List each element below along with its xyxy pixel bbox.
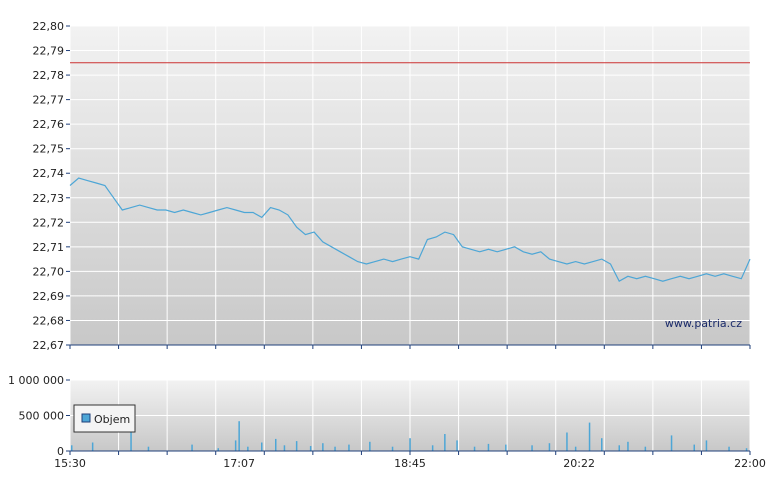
volume-bars	[71, 421, 748, 451]
volume-y-axis: 0 500 000 1 000 000	[8, 374, 70, 458]
volume-y-tick-label: 0	[57, 445, 64, 458]
volume-bar	[531, 445, 533, 451]
volume-bar	[548, 443, 551, 451]
volume-bar	[627, 441, 629, 451]
volume-x-axis: 15:30 17:07 18:45 20:22 22:00	[54, 451, 766, 470]
price-y-tick-label: 22,74	[33, 167, 65, 180]
price-y-tick-label: 22,68	[33, 314, 65, 327]
price-x-ticks	[69, 345, 751, 349]
volume-bar	[238, 421, 240, 451]
price-y-tick-label: 22,70	[33, 265, 65, 278]
price-y-tick-label: 22,75	[33, 143, 65, 156]
watermark: www.patria.cz	[665, 317, 742, 330]
volume-bar	[618, 445, 620, 451]
volume-bar	[322, 443, 324, 451]
price-y-tick-label: 22,79	[33, 45, 65, 58]
price-grid	[69, 25, 751, 346]
volume-bar	[409, 438, 411, 451]
volume-bar	[334, 446, 336, 451]
volume-bar	[566, 432, 568, 451]
volume-x-tick-label: 20:22	[563, 457, 595, 470]
volume-bar	[234, 440, 237, 451]
volume-bar	[275, 438, 277, 451]
volume-bar	[391, 446, 394, 451]
volume-x-tick-label: 18:45	[394, 457, 426, 470]
volume-bar	[574, 446, 577, 451]
volume-bar	[444, 434, 446, 451]
price-series-line	[69, 177, 751, 283]
volume-bar	[309, 446, 312, 451]
price-y-tick-label: 22,72	[33, 216, 65, 229]
price-y-tick-label: 22,78	[33, 69, 65, 82]
price-y-axis: 22,67 22,68 22,69 22,70 22,71 22,72 22,73 22,74…	[33, 20, 70, 352]
volume-bar	[295, 441, 298, 451]
volume-bar	[473, 446, 476, 451]
volume-bar	[431, 445, 434, 451]
volume-y-tick-label: 500 000	[19, 410, 65, 423]
volume-bar	[91, 442, 94, 451]
volume-y-tick-label: 1 000 000	[8, 374, 64, 387]
legend-label: Objem	[94, 413, 130, 426]
price-y-tick-label: 22,67	[33, 339, 65, 352]
volume-bar	[369, 441, 371, 451]
volume-bar	[644, 446, 647, 451]
volume-x-tick-label: 15:30	[54, 457, 86, 470]
volume-bar	[456, 440, 458, 451]
volume-bar	[728, 446, 730, 451]
price-y-tick-label: 22,71	[33, 241, 65, 254]
price-y-tick-label: 22,76	[33, 118, 65, 131]
volume-bar	[130, 426, 132, 451]
volume-legend: Objem	[73, 404, 136, 433]
price-y-tick-label: 22,77	[33, 94, 65, 107]
price-y-tick-label: 22,69	[33, 290, 65, 303]
volume-bar	[283, 445, 286, 451]
volume-bar	[670, 435, 673, 451]
volume-bar	[588, 422, 591, 451]
volume-panel: 0 500 000 1 000 000 15:30 17:07 18:45 20:22 22…	[8, 374, 766, 470]
volume-bar	[601, 438, 603, 451]
volume-bar	[147, 446, 150, 451]
volume-bar	[505, 444, 507, 451]
volume-x-tick-label: 22:00	[734, 457, 766, 470]
volume-bar	[261, 442, 263, 451]
volume-bar	[693, 444, 695, 451]
volume-bar	[705, 440, 708, 451]
volume-bar	[487, 443, 490, 451]
volume-bar	[217, 448, 219, 451]
volume-bar	[247, 446, 249, 451]
price-panel: 22,67 22,68 22,69 22,70 22,71 22,72 22,73 22,74…	[33, 20, 751, 352]
volume-bar	[191, 444, 193, 451]
legend-swatch	[81, 413, 91, 423]
volume-bar	[348, 444, 350, 451]
volume-bar	[71, 445, 73, 451]
price-y-tick-label: 22,80	[33, 20, 65, 33]
volume-x-tick-label: 17:07	[223, 457, 255, 470]
volume-bar	[745, 448, 748, 451]
price-y-tick-label: 22,73	[33, 192, 65, 205]
